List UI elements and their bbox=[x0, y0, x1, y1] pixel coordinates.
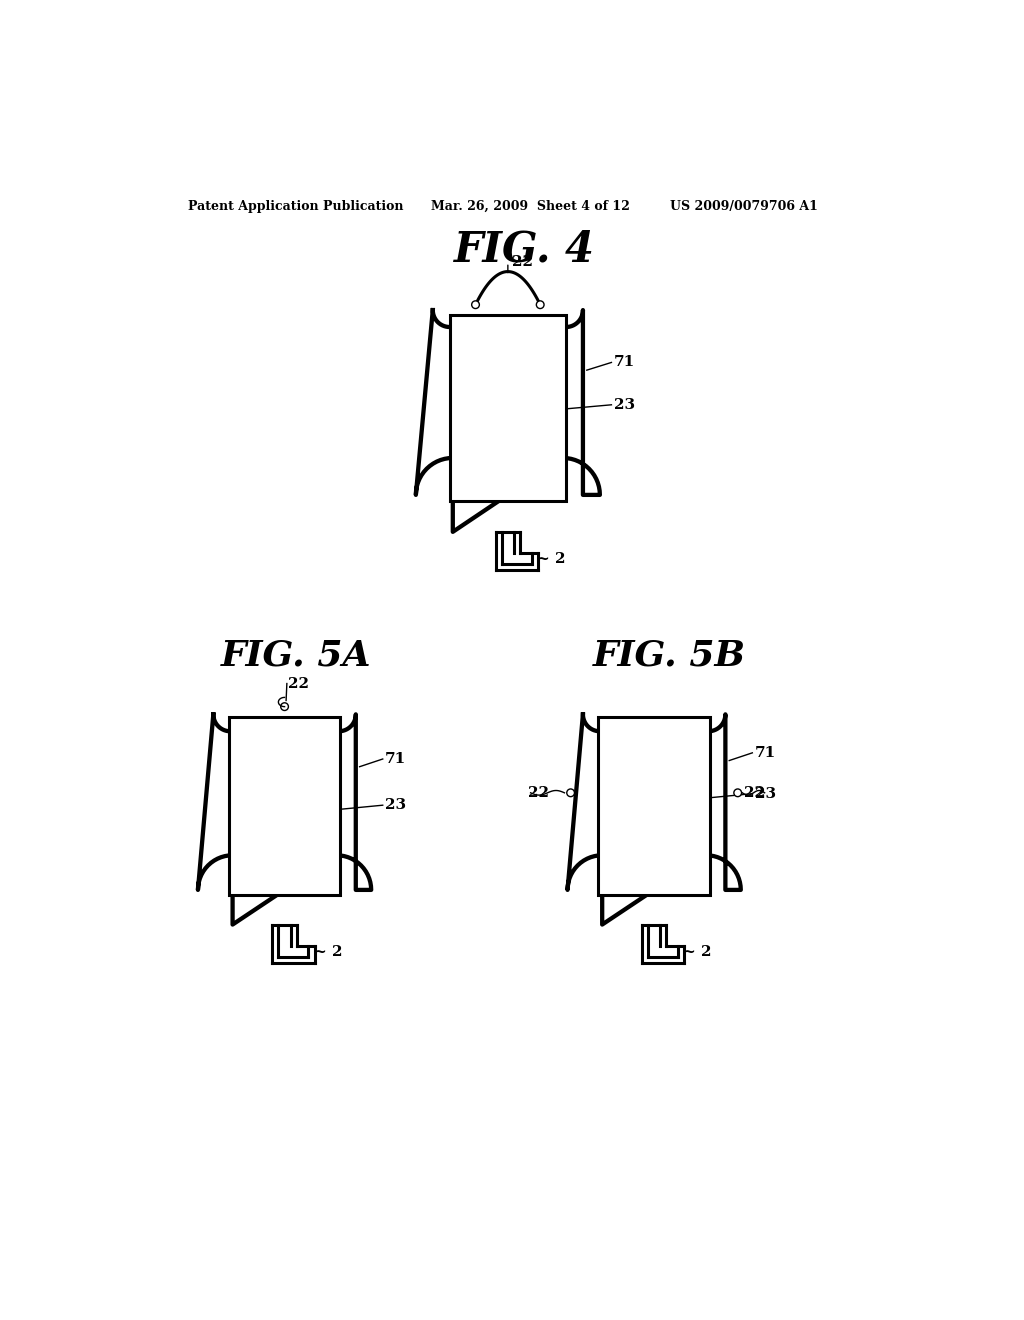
Text: 22: 22 bbox=[289, 677, 309, 690]
Bar bbox=[228, 718, 340, 895]
Text: Patent Application Publication: Patent Application Publication bbox=[188, 199, 403, 213]
Text: 22: 22 bbox=[743, 785, 765, 800]
Text: 71: 71 bbox=[755, 746, 776, 760]
Circle shape bbox=[566, 789, 574, 797]
Text: 71: 71 bbox=[385, 752, 407, 766]
Bar bbox=[598, 718, 710, 895]
Text: FIG. 5B: FIG. 5B bbox=[593, 638, 746, 672]
Text: ~ 2: ~ 2 bbox=[538, 552, 565, 566]
Polygon shape bbox=[567, 714, 740, 924]
Text: ~ 2: ~ 2 bbox=[683, 945, 712, 958]
Text: ~ 2: ~ 2 bbox=[313, 945, 342, 958]
Circle shape bbox=[472, 301, 479, 309]
Text: 23: 23 bbox=[385, 799, 407, 812]
Circle shape bbox=[734, 789, 741, 797]
Text: 22: 22 bbox=[512, 255, 532, 269]
Text: 71: 71 bbox=[613, 355, 635, 370]
Text: 23: 23 bbox=[613, 397, 635, 412]
Text: US 2009/0079706 A1: US 2009/0079706 A1 bbox=[670, 199, 817, 213]
Text: FIG. 5A: FIG. 5A bbox=[221, 638, 372, 672]
Text: 22: 22 bbox=[528, 785, 549, 800]
Text: 23: 23 bbox=[755, 787, 776, 801]
Polygon shape bbox=[198, 714, 371, 924]
Polygon shape bbox=[416, 310, 600, 532]
Circle shape bbox=[281, 702, 289, 710]
Circle shape bbox=[537, 301, 544, 309]
Text: Mar. 26, 2009  Sheet 4 of 12: Mar. 26, 2009 Sheet 4 of 12 bbox=[431, 199, 630, 213]
Bar bbox=[450, 314, 566, 502]
Text: FIG. 4: FIG. 4 bbox=[455, 228, 595, 271]
